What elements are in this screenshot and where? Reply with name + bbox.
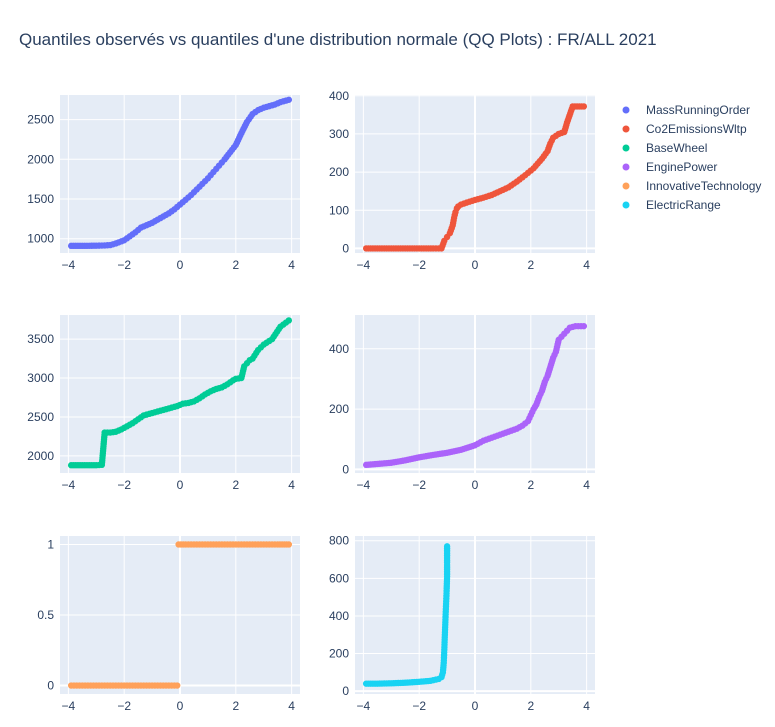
y-tick-label: 2500 bbox=[27, 410, 54, 424]
y-tick-label: 2500 bbox=[27, 113, 54, 127]
x-tick-label: −4 bbox=[357, 699, 371, 713]
x-tick-label: −4 bbox=[62, 699, 76, 713]
legend-label: MassRunningOrder bbox=[646, 103, 750, 117]
legend-label: BaseWheel bbox=[646, 141, 707, 155]
x-tick-label: −4 bbox=[357, 478, 371, 492]
legend-label: EnginePower bbox=[646, 160, 717, 174]
y-tick-label: 3000 bbox=[27, 371, 54, 385]
y-tick-label: 2000 bbox=[27, 152, 54, 166]
legend-item-massrunningorder: MassRunningOrder bbox=[622, 103, 750, 117]
y-tick-label: 400 bbox=[329, 89, 349, 103]
x-tick-label: −4 bbox=[357, 258, 371, 272]
x-tick-label: −2 bbox=[117, 258, 131, 272]
x-tick-label: −2 bbox=[412, 478, 426, 492]
legend-marker bbox=[622, 125, 630, 133]
series-enginepower bbox=[362, 322, 588, 469]
x-tick-label: −2 bbox=[117, 478, 131, 492]
legend-marker bbox=[622, 201, 630, 209]
x-tick-label: 4 bbox=[583, 478, 590, 492]
x-tick-label: 4 bbox=[288, 258, 295, 272]
subplot-basewheel: −4 −2 0 2 4 2000 2500 3000 3500 bbox=[27, 315, 300, 492]
y-tick-label: 3500 bbox=[27, 332, 54, 346]
y-tick-label: 0 bbox=[47, 679, 54, 693]
subplot-enginepower: −4 −2 0 2 4 0 200 400 bbox=[329, 315, 595, 492]
y-tick-label: 1000 bbox=[27, 232, 54, 246]
legend-item-enginepower: EnginePower bbox=[622, 160, 717, 174]
x-tick-label: −2 bbox=[412, 258, 426, 272]
series-co2emissionswltp bbox=[362, 103, 588, 252]
x-tick-label: 0 bbox=[472, 478, 479, 492]
series-electricrange bbox=[362, 543, 451, 687]
subplot-co2emissionswltp: −4 −2 0 2 4 0 100 200 300 400 bbox=[329, 89, 595, 272]
x-tick-label: −2 bbox=[117, 699, 131, 713]
x-tick-label: −2 bbox=[412, 699, 426, 713]
data-point bbox=[443, 543, 451, 550]
legend-label: InnovativeTechnology bbox=[646, 179, 761, 193]
y-tick-label: 0 bbox=[342, 241, 349, 255]
legend-item-basewheel: BaseWheel bbox=[622, 141, 707, 155]
y-tick-label: 800 bbox=[329, 534, 349, 548]
y-tick-label: 200 bbox=[329, 402, 349, 416]
y-tick-label: 200 bbox=[329, 647, 349, 661]
y-tick-label: 2000 bbox=[27, 449, 54, 463]
legend-label: Co2EmissionsWltp bbox=[646, 122, 747, 136]
x-tick-label: 4 bbox=[288, 699, 295, 713]
x-tick-label: 2 bbox=[232, 699, 239, 713]
x-tick-label: 0 bbox=[177, 478, 184, 492]
y-tick-label: 100 bbox=[329, 203, 349, 217]
x-tick-label: 2 bbox=[527, 699, 534, 713]
x-tick-label: 2 bbox=[527, 258, 534, 272]
series-basewheel bbox=[67, 317, 293, 469]
series-massrunningorder bbox=[67, 96, 293, 250]
x-tick-label: 0 bbox=[472, 258, 479, 272]
y-tick-label: 400 bbox=[329, 342, 349, 356]
legend-item-electricrange: ElectricRange bbox=[622, 198, 721, 212]
data-point bbox=[174, 682, 181, 689]
subplot-massrunningorder: −4 −2 0 2 4 1000 1500 2000 2500 bbox=[27, 95, 300, 272]
legend-marker bbox=[622, 163, 630, 171]
data-point bbox=[580, 322, 588, 330]
x-tick-label: 4 bbox=[583, 699, 590, 713]
x-tick-label: 2 bbox=[527, 478, 534, 492]
y-tick-label: 200 bbox=[329, 165, 349, 179]
legend-marker bbox=[622, 106, 630, 114]
y-tick-label: 1 bbox=[47, 537, 54, 551]
x-tick-label: 4 bbox=[583, 258, 590, 272]
data-point bbox=[580, 103, 588, 110]
legend-marker bbox=[622, 144, 630, 152]
data-point bbox=[285, 541, 293, 548]
y-tick-label: 400 bbox=[329, 609, 349, 623]
legend-marker bbox=[622, 182, 630, 190]
y-tick-label: 300 bbox=[329, 127, 349, 141]
x-tick-label: 0 bbox=[177, 699, 184, 713]
x-tick-label: 0 bbox=[177, 258, 184, 272]
x-tick-label: 0 bbox=[472, 699, 479, 713]
data-point bbox=[285, 317, 293, 324]
y-tick-label: 0.5 bbox=[37, 608, 54, 622]
legend-item-co2emissionswltp: Co2EmissionsWltp bbox=[622, 122, 747, 136]
legend-label: ElectricRange bbox=[646, 198, 721, 212]
x-tick-label: 2 bbox=[232, 258, 239, 272]
x-tick-label: −4 bbox=[62, 478, 76, 492]
legend: MassRunningOrder Co2EmissionsWltp BaseWhee… bbox=[622, 103, 761, 212]
legend-item-innovativetechnology: InnovativeTechnology bbox=[622, 179, 761, 193]
x-tick-label: −4 bbox=[62, 258, 76, 272]
x-tick-label: 4 bbox=[288, 478, 295, 492]
series-innovativetechnology bbox=[67, 541, 293, 689]
chart-title: Quantiles observés vs quantiles d'une di… bbox=[19, 30, 657, 49]
y-tick-label: 0 bbox=[342, 684, 349, 698]
subplot-electricrange: −4 −2 0 2 4 0 200 400 600 800 bbox=[329, 534, 595, 713]
x-tick-label: 2 bbox=[232, 478, 239, 492]
y-tick-label: 1500 bbox=[27, 192, 54, 206]
subplot-innovativetechnology: −4 −2 0 2 4 0 0.5 1 bbox=[37, 536, 300, 713]
data-point bbox=[285, 96, 293, 103]
y-tick-label: 0 bbox=[342, 462, 349, 476]
y-tick-label: 600 bbox=[329, 571, 349, 585]
